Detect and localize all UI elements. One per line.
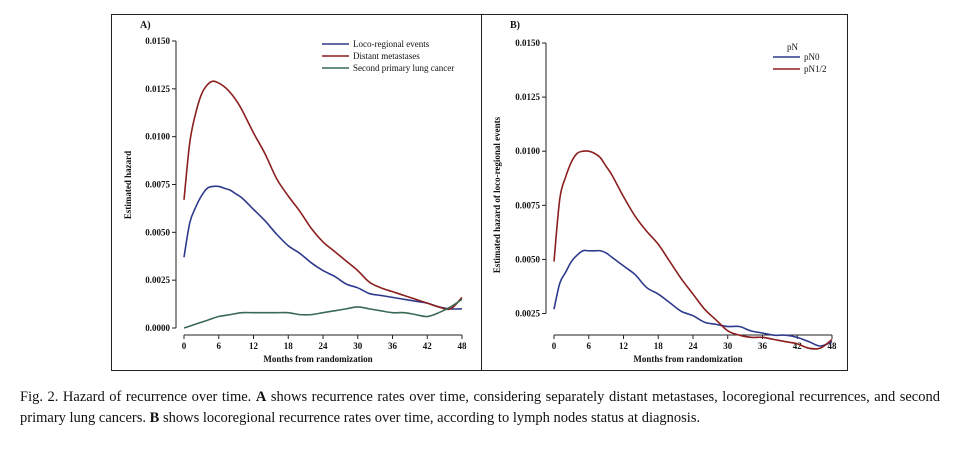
panel-divider [481, 14, 482, 371]
panel-b-x-tick-label: 6 [587, 341, 592, 351]
panel-b-x-tick-label: 24 [689, 341, 699, 351]
panel-b-legend-entry: pN0 [804, 52, 820, 62]
panel-a-legend-entry: Distant metastases [353, 51, 420, 61]
panel-b-series-line-pn1-2 [553, 150, 833, 350]
figure-caption: Fig. 2. Hazard of recurrence over time. … [20, 387, 940, 429]
panel-b-y-tick-label: 0.0100 [515, 146, 540, 156]
caption-prefix: Fig. 2. Hazard of recurrence over time. [20, 389, 256, 405]
panel-a-x-tick-label: 18 [284, 341, 294, 351]
panel-b-y-axis-title: Estimated hazard of loco-regional events [492, 116, 502, 273]
panel-b-legend-entry: pN1/2 [804, 64, 827, 74]
panel-b-label: B) [510, 20, 520, 31]
panel-a-label: A) [140, 20, 151, 31]
panel-a-y-axis-title: Estimated hazard [123, 151, 133, 219]
caption-a-label: A [255, 389, 267, 405]
panel-a-series-line-distant-metastases [183, 80, 463, 311]
panel-a-y-tick-label: 0.0050 [145, 227, 170, 237]
panel-a-x-tick-label: 6 [217, 341, 222, 351]
panel-a-y-tick-label: 0.0125 [145, 84, 170, 94]
panel-a-x-tick-label: 30 [353, 341, 363, 351]
panel-b-x-tick-label: 42 [793, 341, 803, 351]
panel-b-legend-title: pN [787, 42, 799, 52]
panel-a-legend-entry: Loco-regional events [353, 39, 430, 49]
panel-a-y-tick-label: 0.0100 [145, 132, 170, 142]
caption-b-label: B [149, 410, 160, 426]
panel-a-y-tick-label: 0.0025 [145, 275, 170, 285]
panel-b-y-tick-label: 0.0150 [515, 38, 540, 48]
panel-a-y-tick-label: 0.0150 [145, 36, 170, 46]
panel-b-x-tick-label: 18 [654, 341, 664, 351]
panel-b-x-tick-label: 30 [723, 341, 733, 351]
chart-canvas: A) 0.0000 0.0025 0.0050 0.0075 0.0100 0.0125 0.… [123, 20, 838, 364]
panel-b-y-tick-label: 0.0025 [515, 309, 540, 319]
panel-a-x-tick-label: 24 [319, 341, 329, 351]
panel-b-y-tick-label: 0.0075 [515, 200, 540, 210]
panel-b-x-tick-label: 36 [758, 341, 768, 351]
panel-b-x-tick-label: 48 [828, 341, 838, 351]
caption-a-text: shows recurrence rates over time, consid… [20, 389, 940, 426]
panel-a-x-tick-label: 48 [458, 341, 468, 351]
panel-b-y-tick-label: 0.0050 [515, 254, 540, 264]
panel-a-x-tick-label: 42 [423, 341, 433, 351]
panel-a-series-line-loco-regional-events [183, 185, 463, 310]
panel-b-x-tick-label: 12 [619, 341, 629, 351]
panel-b-y-tick-label: 0.0125 [515, 92, 540, 102]
panel-b-x-tick-label: 0 [552, 341, 557, 351]
panel-b-series-line-pn0 [553, 249, 833, 347]
panel-a-legend-entry: Second primary lung cancer [353, 63, 454, 73]
panel-a-x-tick-label: 12 [249, 341, 259, 351]
panel-a-y-tick-label: 0.0000 [145, 323, 170, 333]
panel-b-x-axis-title: Months from randomization [633, 354, 742, 364]
caption-b-text: shows locoregional recurrence rates over… [159, 410, 701, 426]
figure-frame [111, 14, 848, 371]
panel-a-y-tick-label: 0.0075 [145, 180, 170, 190]
panel-a-x-axis-title: Months from randomization [263, 354, 372, 364]
panel-a-x-tick-label: 0 [182, 341, 187, 351]
panel-a-x-tick-label: 36 [388, 341, 398, 351]
panel-a-series-line-second-primary-lung-cancer [183, 298, 463, 329]
